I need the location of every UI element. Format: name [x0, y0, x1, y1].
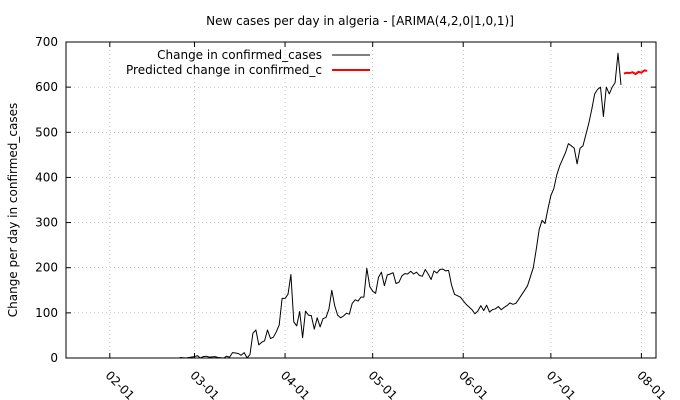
chart-title: New cases per day in algeria - [ARIMA(4,…: [206, 14, 514, 28]
x-tick-label: 04-01: [278, 368, 313, 400]
series-line-predicted: [623, 69, 648, 76]
axes: 0 100 200 300 400 500 600 700 02-01 03-01 04-01 05-…: [35, 35, 669, 400]
grid: [66, 42, 656, 358]
y-tick-label: 100: [35, 306, 58, 320]
y-tick-label: 0: [50, 351, 58, 365]
x-tick-label: 03-01: [187, 368, 222, 400]
legend-entry-label: Change in confirmed_cases: [157, 48, 322, 62]
y-tick-label: 200: [35, 261, 58, 275]
series: [179, 52, 648, 359]
y-tick-label: 700: [35, 35, 58, 49]
y-tick-label: 600: [35, 80, 58, 94]
y-tick-label: 500: [35, 125, 58, 139]
legend-entry-label: Predicted change in confirmed_c: [126, 63, 322, 77]
series-line-confirmed: [179, 52, 622, 359]
x-tick-label: 02-01: [103, 368, 138, 400]
y-axis-label: Change per day in confirmed_cases: [6, 103, 20, 318]
y-tick-label: 300: [35, 216, 58, 230]
x-tick-label: 07-01: [544, 368, 579, 400]
x-tick-label: 06-01: [456, 368, 491, 400]
x-tick-label: 05-01: [366, 368, 401, 400]
x-tick-label: 08-01: [634, 368, 669, 400]
y-tick-label: 400: [35, 170, 58, 184]
plot-frame: [65, 41, 657, 359]
